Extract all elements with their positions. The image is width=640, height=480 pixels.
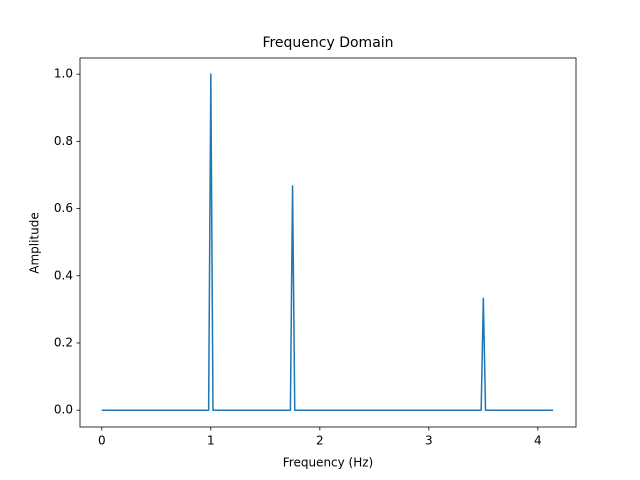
x-tick-label: 4 bbox=[534, 434, 542, 448]
y-tick-label: 0.0 bbox=[54, 403, 73, 417]
x-tick-label: 2 bbox=[316, 434, 324, 448]
y-tick-label: 0.8 bbox=[54, 134, 73, 148]
y-tick-label: 0.2 bbox=[54, 335, 73, 349]
x-tick-label: 3 bbox=[425, 434, 433, 448]
line-series bbox=[101, 73, 554, 411]
x-tick-label: 0 bbox=[98, 434, 106, 448]
plot-frame bbox=[79, 57, 577, 428]
chart-title: Frequency Domain bbox=[262, 35, 393, 51]
y-tick-label: 0.4 bbox=[54, 268, 73, 282]
y-axis-label: Amplitude bbox=[28, 212, 42, 274]
y-tick-label: 0.6 bbox=[54, 201, 73, 215]
x-axis-label: Frequency (Hz) bbox=[283, 456, 374, 470]
y-tick-label: 1.0 bbox=[54, 67, 73, 81]
x-tick-label: 1 bbox=[207, 434, 215, 448]
